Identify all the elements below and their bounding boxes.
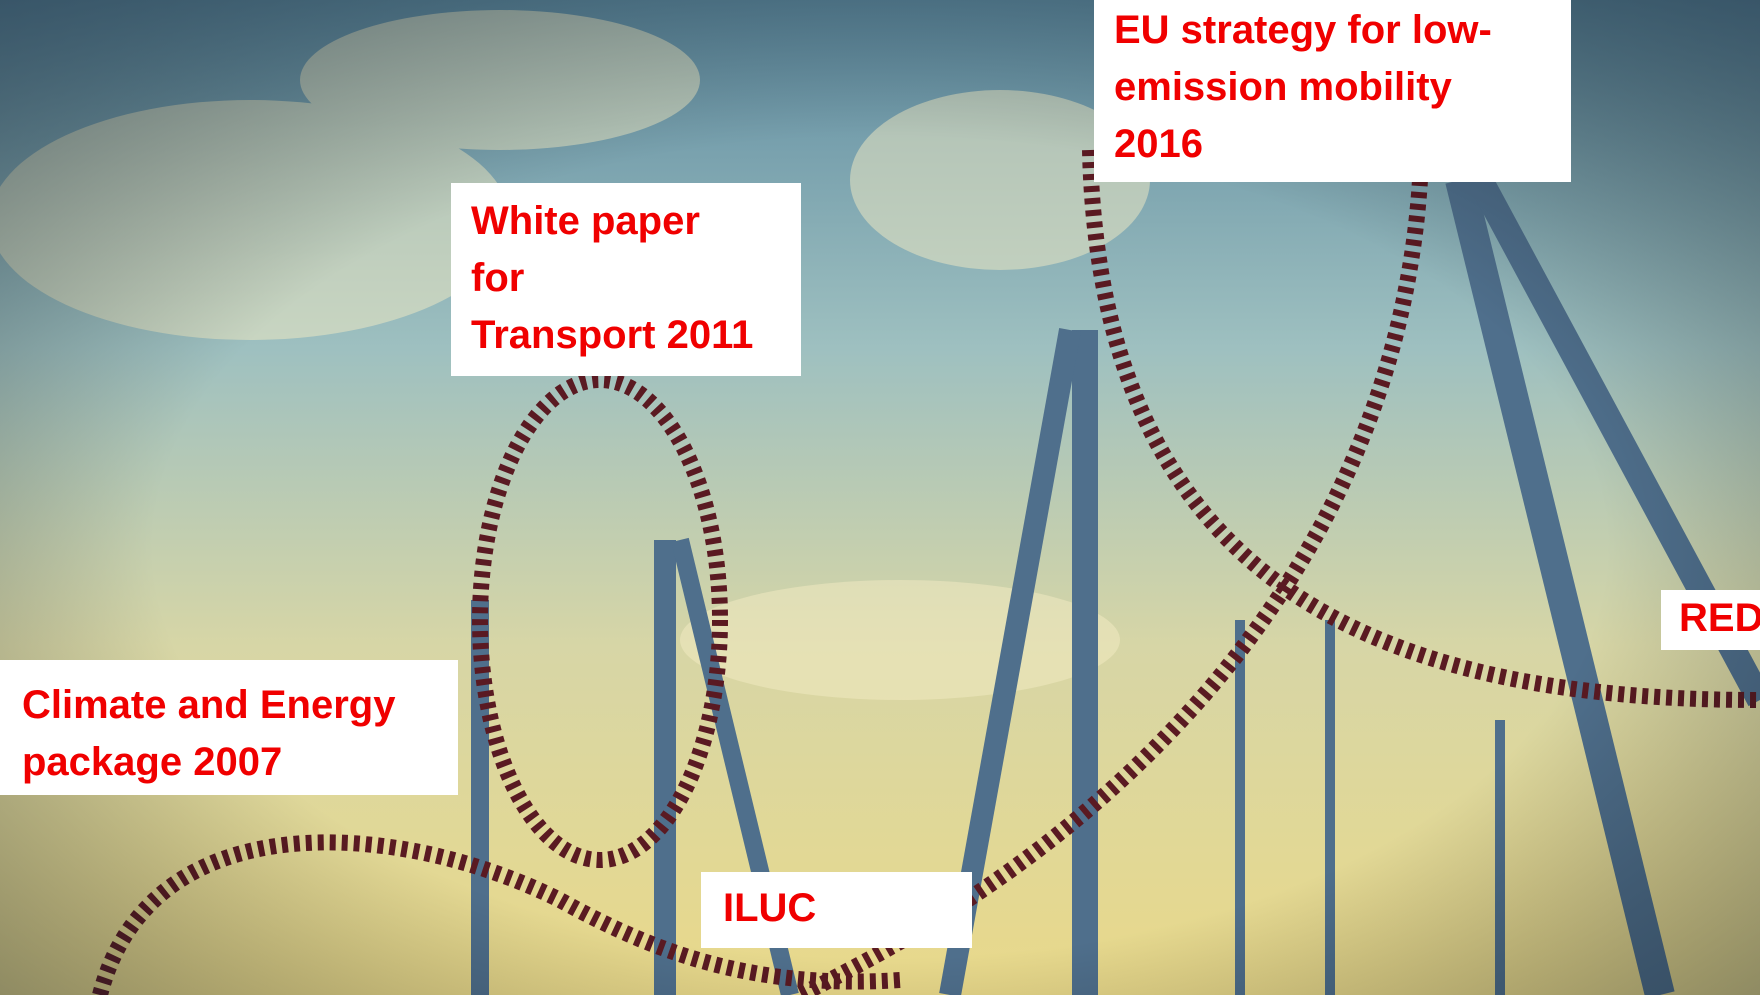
- label-line: 2016: [1114, 116, 1571, 173]
- label-box: White paper for Transport 2011: [451, 183, 801, 376]
- label-line: RED: [1679, 590, 1760, 647]
- label-line: Transport 2011: [471, 307, 801, 364]
- label-line: EU strategy for low-: [1114, 2, 1571, 59]
- label-box: EU strategy for low- emission mobility 2…: [1094, 0, 1571, 182]
- label-line: package 2007: [22, 734, 458, 791]
- label-line: White paper: [471, 193, 801, 250]
- label-line: ILUC: [723, 880, 972, 937]
- label-line: Climate and Energy: [22, 677, 458, 734]
- label-line: emission mobility: [1114, 59, 1571, 116]
- label-box: ILUC: [701, 872, 972, 948]
- label-line: for: [471, 250, 801, 307]
- label-box: Climate and Energy package 2007: [0, 660, 458, 795]
- slide: Climate and Energy package 2007 White pa…: [0, 0, 1760, 995]
- label-box: RED: [1661, 590, 1760, 650]
